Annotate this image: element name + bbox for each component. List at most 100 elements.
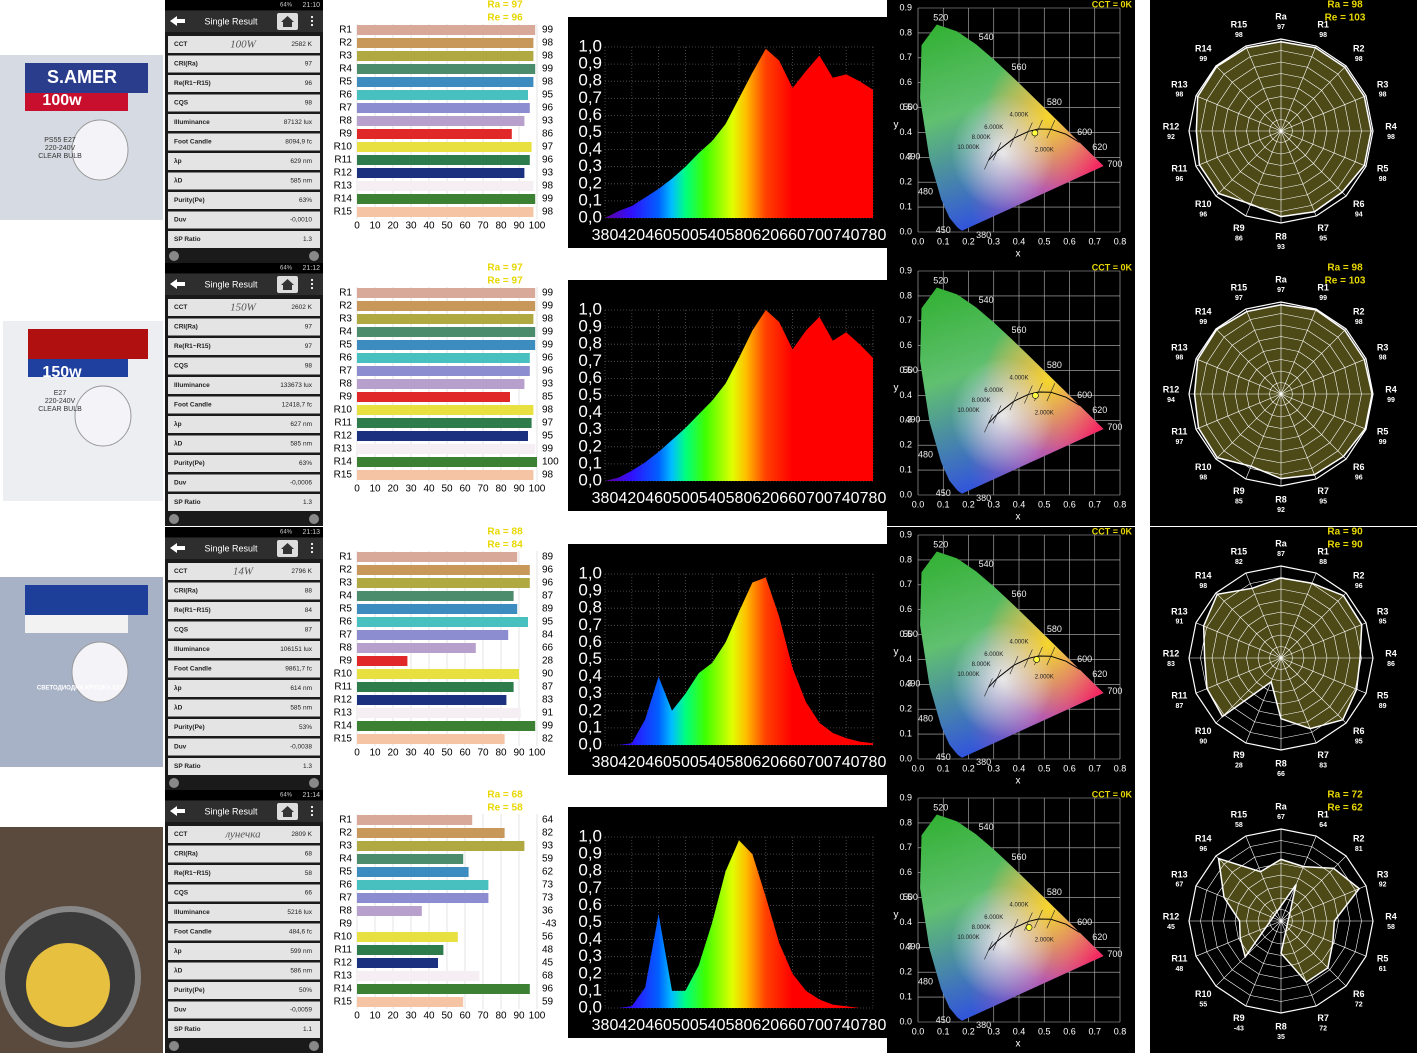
radar-value: 92 — [1167, 134, 1175, 141]
bar — [357, 695, 507, 705]
x-tick-label: 0.3 — [987, 236, 1000, 246]
cct-label: 8.000K — [972, 398, 991, 404]
bar — [357, 366, 530, 376]
bar-value: 99 — [542, 340, 554, 351]
bar-label: R15 — [334, 470, 353, 481]
bar-value: 98 — [542, 470, 554, 481]
x-tick-label: 0.4 — [1013, 763, 1026, 773]
row-value: 2602 K — [291, 304, 312, 311]
radar-value: 86 — [1235, 235, 1243, 242]
spectrum-area — [605, 577, 873, 745]
radar-spoke — [1280, 393, 1317, 480]
phone-title: Single Result — [204, 543, 258, 553]
status-bar — [165, 263, 323, 273]
bar-label: R4 — [339, 854, 352, 865]
bar — [357, 470, 534, 480]
back-button[interactable] — [170, 806, 185, 816]
bar-label: R5 — [339, 867, 352, 878]
cie-title: CCT = 0K — [1092, 526, 1133, 536]
back-button[interactable] — [170, 279, 185, 289]
row-value: 133673 lux — [280, 382, 313, 389]
radar-value: 61 — [1379, 966, 1387, 973]
chromaticity-point — [1025, 924, 1033, 931]
radar-value: 99 — [1199, 56, 1207, 63]
wavelength-label: 620 — [1092, 932, 1107, 942]
bar-value: 93 — [542, 168, 554, 179]
x-tick-label: 0.2 — [962, 236, 975, 246]
radar-value: 82 — [1235, 559, 1243, 566]
x-tick-label: 40 — [423, 748, 435, 759]
radar-label: Ra — [1275, 801, 1287, 811]
radar-spoke — [1280, 130, 1317, 217]
nav-button[interactable] — [169, 778, 179, 788]
y-tick-label: 0.2 — [899, 440, 912, 450]
radar-label: R11 — [1171, 426, 1187, 436]
back-button[interactable] — [170, 16, 185, 26]
radar-spoke — [1195, 358, 1282, 395]
photo-band — [25, 93, 128, 111]
y-tick-label: 0.2 — [899, 967, 912, 977]
bar-value: 93 — [542, 379, 554, 390]
y-tick-label: 0,2 — [578, 436, 602, 455]
nav-button[interactable] — [309, 1041, 319, 1051]
photo-band — [28, 329, 148, 359]
radar-label: R1 — [1317, 547, 1329, 557]
x-tick-label: 620 — [752, 490, 779, 507]
x-tick-label: 0.2 — [962, 1026, 975, 1036]
radar-spoke — [1280, 920, 1367, 957]
nav-button[interactable] — [309, 251, 319, 261]
wavelength-label: 580 — [1047, 97, 1062, 107]
y-tick-label: 0,7 — [578, 88, 602, 107]
bar-label: R10 — [334, 932, 353, 943]
bar-value: 87 — [542, 682, 554, 693]
y-tick-label: 0,6 — [578, 368, 602, 387]
radar-label: R13 — [1171, 342, 1188, 352]
bar-re: Re = 97 — [487, 276, 523, 287]
nav-button[interactable] — [309, 514, 319, 524]
back-button[interactable] — [170, 543, 185, 553]
radar-value: 95 — [1319, 235, 1327, 242]
x-tick-label: 700 — [806, 1017, 833, 1034]
table-row — [168, 563, 320, 580]
x-tick-label: 20 — [387, 1011, 399, 1022]
row-label: λp — [174, 157, 182, 165]
photo-band — [25, 615, 128, 633]
x-tick-label: 500 — [672, 227, 699, 244]
radar-value: 98 — [1379, 92, 1387, 99]
isotherm — [1009, 919, 1019, 938]
bar — [357, 617, 528, 627]
x-tick-label: 0.0 — [912, 763, 925, 773]
cct-label: 10.000K — [957, 672, 979, 678]
table-row — [168, 474, 320, 492]
bar-label: R5 — [339, 604, 352, 615]
x-tick-label: 700 — [806, 490, 833, 507]
bar-value: 96 — [542, 155, 554, 166]
radar-value: 99 — [1199, 319, 1207, 326]
radar-label: Ra — [1275, 538, 1287, 548]
x-tick-label: 90 — [513, 748, 525, 759]
wavelength-label: 560 — [1011, 325, 1026, 335]
wavelength-label: 480 — [918, 977, 933, 987]
row-value: 5216 lux — [287, 909, 312, 916]
radar-label: R3 — [1377, 342, 1389, 352]
radar-label: R12 — [1163, 384, 1180, 394]
x-tick-label: 0.1 — [937, 499, 950, 509]
radar-label: R5 — [1377, 953, 1389, 963]
nav-button[interactable] — [169, 1041, 179, 1051]
wavelength-label: 480 — [918, 450, 933, 460]
nav-button[interactable] — [309, 778, 319, 788]
x-tick-label: 0.0 — [912, 499, 925, 509]
nav-button[interactable] — [169, 251, 179, 261]
bar — [357, 958, 438, 968]
table-row — [168, 680, 320, 697]
table-row — [168, 699, 320, 717]
bar-value: 73 — [542, 880, 554, 891]
radar-value: 98 — [1387, 134, 1395, 141]
radar-value: 48 — [1175, 966, 1183, 973]
table-row — [168, 962, 320, 980]
home-icon — [281, 543, 294, 554]
x-tick-label: 20 — [387, 221, 399, 232]
x-tick-label: 40 — [423, 221, 435, 232]
bar-label: R6 — [339, 90, 352, 101]
nav-button[interactable] — [169, 514, 179, 524]
